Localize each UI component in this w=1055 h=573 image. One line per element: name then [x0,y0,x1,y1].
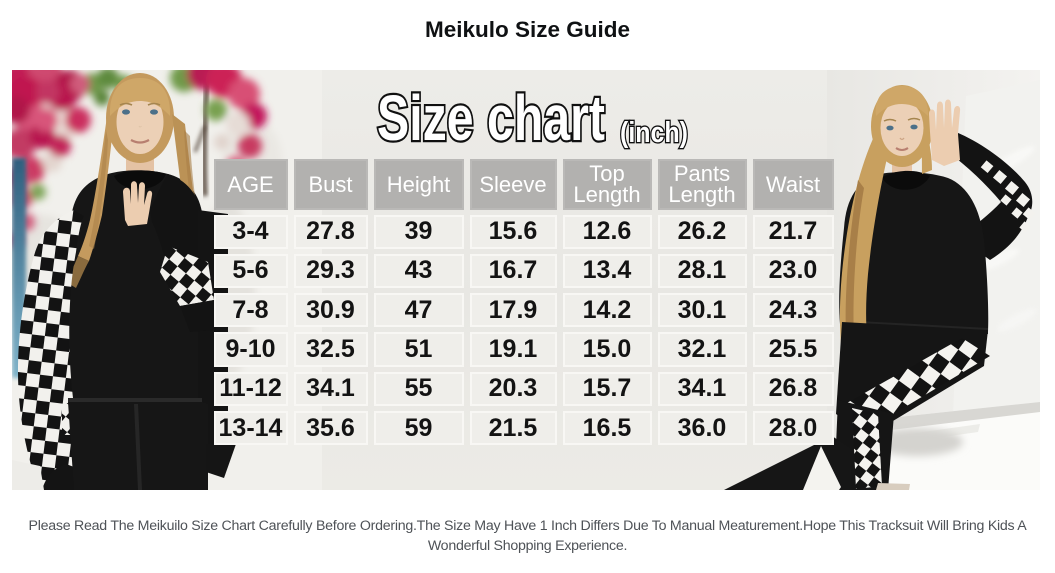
svg-text:(inch): (inch) [620,117,688,149]
svg-text:Size chart: Size chart [377,82,605,154]
